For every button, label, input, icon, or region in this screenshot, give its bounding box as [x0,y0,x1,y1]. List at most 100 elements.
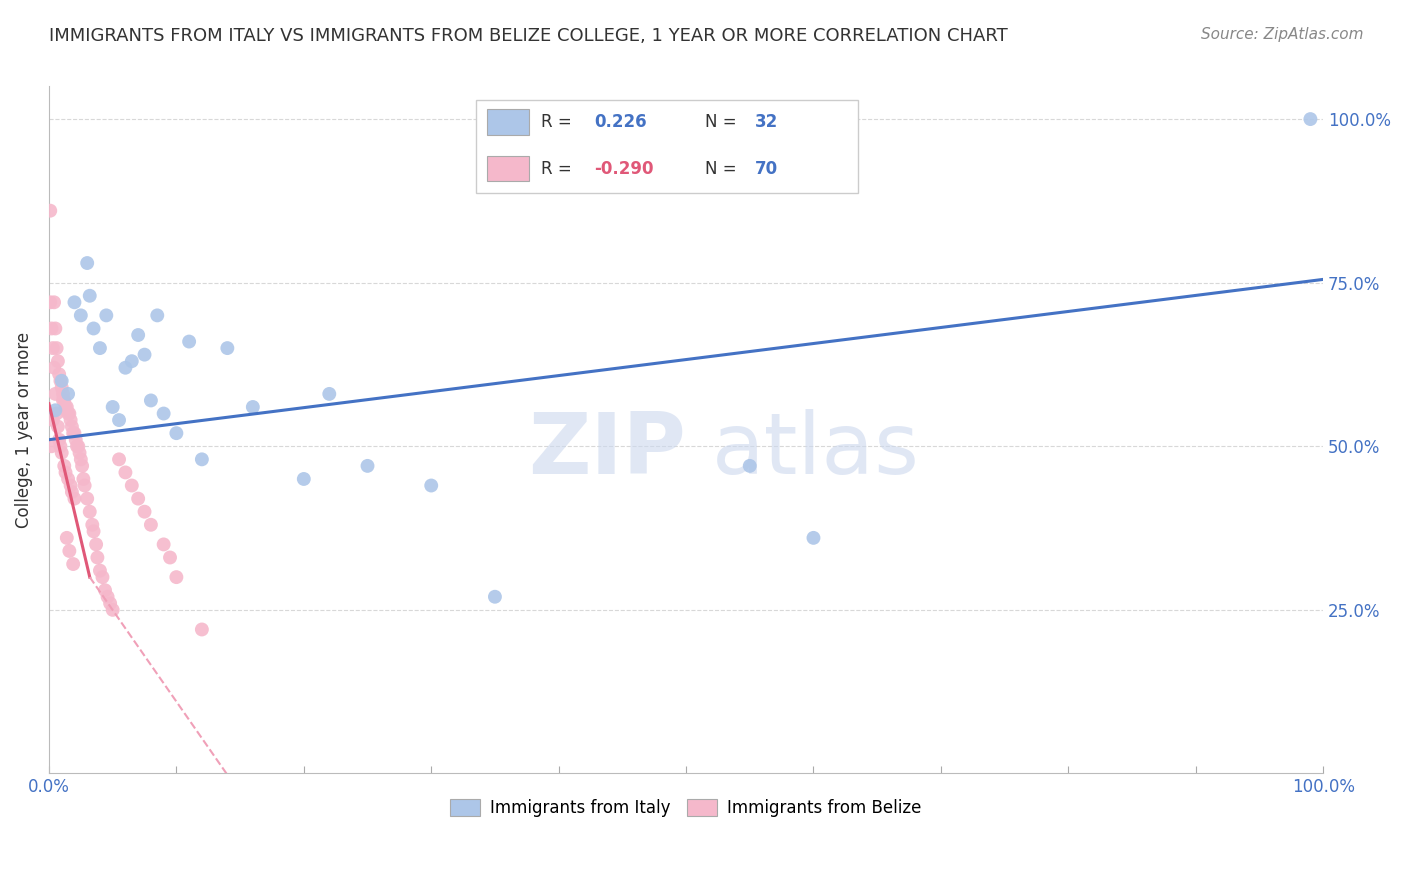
Point [48,433,70,447]
Point [82,517,104,532]
Point [97,590,120,604]
Point [79,505,101,519]
Point [70,458,93,473]
Point [52,387,75,401]
Point [134,348,156,362]
Point [46,354,69,368]
Point [79,289,101,303]
Point [53,458,76,473]
Point [76,256,98,270]
Point [191,452,214,467]
Point [48,368,70,382]
Point [41,321,63,335]
Point [242,400,264,414]
Point [42,341,65,355]
Point [63,295,86,310]
Text: ZIP: ZIP [529,409,686,492]
Point [60,419,83,434]
Point [292,472,315,486]
Point [86,550,108,565]
Point [803,531,825,545]
Point [49,374,72,388]
Point [217,341,239,355]
Point [51,374,73,388]
Point [44,321,66,335]
Point [42,360,65,375]
Point [39,295,62,310]
Point [62,426,84,441]
Point [66,439,89,453]
Point [39,203,62,218]
Point [58,407,80,421]
Point [121,478,143,492]
Point [60,485,83,500]
Point [127,491,149,506]
Point [318,387,340,401]
Point [72,472,94,486]
Point [356,458,378,473]
Point [56,472,79,486]
Point [42,295,65,310]
Point [127,328,149,343]
Point [108,452,131,467]
Point [101,603,124,617]
Point [53,393,76,408]
Point [179,334,201,349]
Text: atlas: atlas [711,409,920,492]
Point [101,400,124,414]
Point [121,354,143,368]
Point [56,387,79,401]
Point [45,407,67,421]
Point [67,439,90,453]
Point [56,400,79,414]
Point [96,309,118,323]
Point [44,387,66,401]
Point [46,419,69,434]
Point [69,446,91,460]
Text: IMMIGRANTS FROM ITALY VS IMMIGRANTS FROM BELIZE COLLEGE, 1 YEAR OR MORE CORRELAT: IMMIGRANTS FROM ITALY VS IMMIGRANTS FROM… [49,27,1008,45]
Point [49,439,72,453]
Point [63,491,86,506]
Point [152,537,174,551]
Point [89,341,111,355]
Point [94,583,117,598]
Point [98,596,121,610]
Point [69,452,91,467]
Point [45,341,67,355]
Point [55,400,77,414]
Point [69,309,91,323]
Point [89,564,111,578]
Point [738,458,761,473]
Point [62,557,84,571]
Point [146,309,169,323]
Point [56,531,79,545]
Legend: Immigrants from Italy, Immigrants from Belize: Immigrants from Italy, Immigrants from B… [444,792,928,823]
Point [51,446,73,460]
Point [59,413,82,427]
Point [114,360,136,375]
Point [165,426,187,441]
Point [63,426,86,441]
Point [484,590,506,604]
Point [91,570,114,584]
Point [65,433,87,447]
Point [108,413,131,427]
Y-axis label: College, 1 year or more: College, 1 year or more [15,332,32,528]
Point [152,407,174,421]
Point [83,321,105,335]
Point [420,478,443,492]
Point [134,505,156,519]
Point [58,544,80,558]
Point [159,550,181,565]
Point [41,439,63,453]
Point [83,524,105,539]
Point [1299,112,1322,126]
Point [191,623,214,637]
Point [44,403,66,417]
Point [114,466,136,480]
Point [139,393,162,408]
Point [42,413,65,427]
Point [52,393,75,408]
Point [56,407,79,421]
Point [84,537,107,551]
